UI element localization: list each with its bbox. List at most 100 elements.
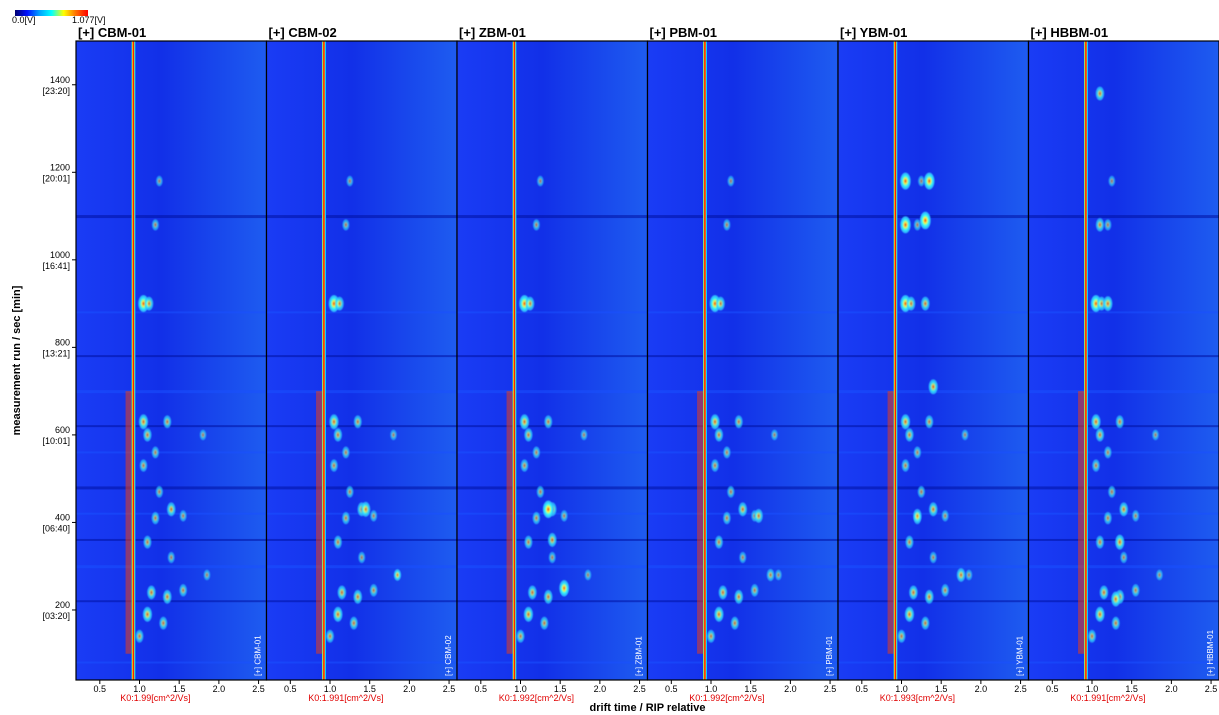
- heatmap-spot: [1095, 218, 1105, 232]
- heatmap-spot: [766, 568, 775, 582]
- panel-background: [838, 41, 1029, 680]
- heatmap-spot: [897, 629, 906, 643]
- heatmap-spot: [917, 485, 926, 498]
- background-streak: [838, 215, 1029, 219]
- heatmap-spot: [707, 629, 715, 643]
- heatmap-spot: [961, 429, 969, 441]
- heatmap-spot: [326, 629, 334, 643]
- heatmap-spot: [179, 510, 187, 522]
- heatmap-spot: [710, 414, 720, 430]
- heatmap-spot: [1097, 296, 1106, 311]
- heatmap-spot: [203, 569, 211, 581]
- background-streak: [1028, 486, 1219, 490]
- heatmap-spot: [139, 459, 148, 472]
- heatmap-spot: [342, 446, 350, 459]
- x-tick-label: 2.0: [594, 684, 607, 694]
- heatmap-spot: [723, 446, 731, 459]
- background-streak: [647, 390, 838, 394]
- background-streak: [266, 451, 457, 454]
- background-streak: [838, 600, 1029, 603]
- heatmap-spot: [162, 589, 172, 604]
- x-tick-label: 2.5: [443, 684, 456, 694]
- heatmap-spot: [716, 296, 725, 311]
- background-streak: [266, 425, 457, 428]
- heatmap-spot: [913, 508, 922, 523]
- background-streak: [647, 311, 838, 314]
- heatmap-spot: [166, 502, 176, 517]
- background-streak: [76, 538, 267, 541]
- background-streak: [838, 451, 1029, 454]
- heatmap-spot: [361, 501, 371, 517]
- heatmap-spot: [560, 510, 568, 522]
- heatmap-spot: [349, 616, 358, 630]
- heatmap-spot: [1108, 175, 1116, 187]
- k0-label: K0:1.991[cm^2/Vs]: [308, 693, 383, 703]
- heatmap-spot: [369, 584, 378, 597]
- heatmap-spot: [1095, 428, 1105, 442]
- heatmap-spot: [1104, 446, 1112, 459]
- background-streak: [76, 355, 267, 358]
- background-streak: [266, 565, 457, 569]
- heatmap-spot: [928, 502, 938, 517]
- heatmap-spot: [1115, 415, 1124, 429]
- heatmap-spot: [924, 172, 935, 190]
- heatmap-spot: [941, 584, 949, 597]
- x-tick-label: 0.5: [856, 684, 869, 694]
- background-streak: [266, 355, 457, 358]
- heatmap-spot: [138, 414, 149, 430]
- heatmap-spot: [520, 459, 529, 472]
- y-tick-label: 600: [55, 425, 70, 435]
- heatmap-spot: [1131, 584, 1140, 597]
- background-streak: [266, 661, 457, 664]
- background-streak: [1028, 600, 1219, 603]
- background-streak: [457, 311, 648, 314]
- background-streak: [457, 355, 648, 358]
- panel-title: [+] HBBM-01: [1031, 25, 1109, 40]
- heatmap-spot: [151, 446, 160, 459]
- rip-line: [1084, 41, 1089, 680]
- heatmap-panel: [+] PBM-01 0.5 1.0 1.5 2.0 2.5 K0:1.992[cm^2/V…: [646, 25, 839, 703]
- x-tick-label: 1.0: [1086, 684, 1099, 694]
- heatmap-spot: [346, 175, 354, 187]
- heatmap-spot: [929, 551, 937, 564]
- background-streak: [1028, 565, 1219, 569]
- heatmap-spot: [711, 459, 719, 472]
- heatmap-spot: [928, 379, 938, 395]
- heatmap-spot: [333, 535, 342, 549]
- background-streak: [266, 215, 457, 219]
- heatmap-spot: [754, 508, 763, 523]
- background-streak: [457, 425, 648, 428]
- heatmap-spot: [528, 585, 537, 600]
- panel-vertical-label: [+] CBM-02: [444, 635, 453, 676]
- heatmap-spot: [543, 589, 553, 604]
- panel-background: [266, 41, 457, 680]
- background-streak: [647, 538, 838, 541]
- y-tick-time: [06:40]: [42, 523, 70, 533]
- background-streak: [1028, 311, 1219, 314]
- heatmap-spot: [143, 428, 152, 442]
- heatmap-spot: [905, 535, 914, 549]
- panel-background: [457, 41, 648, 680]
- heatmap-spot: [1156, 569, 1163, 581]
- heatmap-spot: [159, 616, 168, 630]
- heatmap-spot: [532, 446, 541, 459]
- heatmap-spot: [333, 606, 343, 622]
- k0-label: K0:1.992[cm^2/Vs]: [499, 693, 574, 703]
- background-streak: [1028, 451, 1219, 454]
- y-axis-label: measurement run / sec [min]: [11, 285, 23, 435]
- x-tick-label: 2.5: [252, 684, 265, 694]
- k0-label: K0:1.992[cm^2/Vs]: [689, 693, 764, 703]
- k0-label: K0:1.991[cm^2/Vs]: [1070, 693, 1145, 703]
- heatmap-spot: [714, 606, 724, 622]
- background-streak: [76, 565, 267, 569]
- heatmap-spot: [337, 585, 347, 600]
- x-tick-label: 1.0: [514, 684, 527, 694]
- panel-background: [647, 41, 838, 680]
- heatmap-spot: [900, 216, 911, 234]
- heatmap-panel: [+] YBM-01 0.5 1.0 1.5 2.0 2.5 K0:1.993[cm^2/V…: [837, 25, 1030, 703]
- heatmap-spot: [524, 428, 533, 442]
- background-streak: [457, 390, 648, 394]
- heatmap-spot: [900, 172, 911, 190]
- background-streak: [838, 565, 1029, 569]
